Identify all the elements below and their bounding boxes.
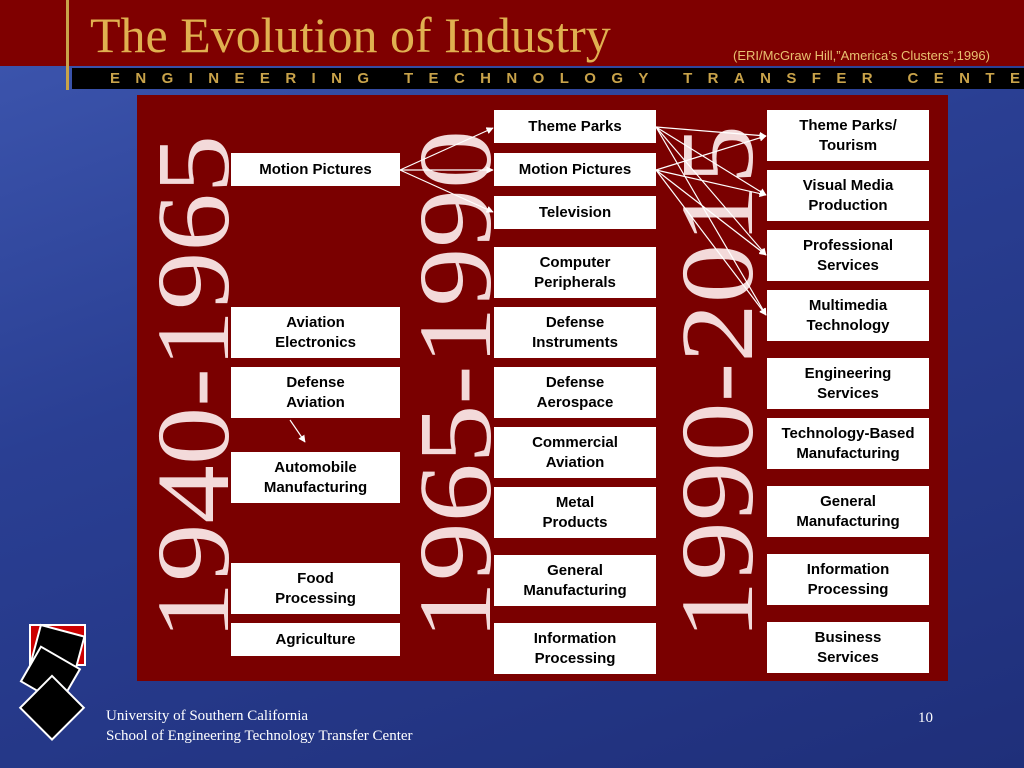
- banner-strip: [72, 68, 1024, 89]
- industry-box: General Manufacturing: [494, 555, 656, 606]
- citation: (ERI/McGraw Hill,”America’s Clusters”,19…: [733, 48, 990, 63]
- industry-box: Theme Parks/ Tourism: [767, 110, 929, 161]
- industry-box: General Manufacturing: [767, 486, 929, 537]
- industry-box: Multimedia Technology: [767, 290, 929, 341]
- footer-line: School of Engineering Technology Transfe…: [106, 728, 413, 744]
- industry-box: Commercial Aviation: [494, 427, 656, 478]
- industry-box: Business Services: [767, 622, 929, 673]
- industry-box: Automobile Manufacturing: [231, 452, 400, 503]
- industry-box: Agriculture: [231, 623, 400, 656]
- industry-box: Engineering Services: [767, 358, 929, 409]
- industry-box: Defense Aviation: [231, 367, 400, 418]
- industry-box: Professional Services: [767, 230, 929, 281]
- industry-box: Metal Products: [494, 487, 656, 538]
- logo: [18, 623, 86, 741]
- era-label: 1990-2015: [660, 125, 775, 640]
- industry-box: Information Processing: [767, 554, 929, 605]
- banner: ENGINEERING TECHNOLOGY TRANSFER CENTER: [110, 70, 1024, 87]
- title-strip: [0, 0, 1024, 66]
- industry-box: Computer Peripherals: [494, 247, 656, 298]
- industry-box: Theme Parks: [494, 110, 656, 143]
- industry-box: Technology-Based Manufacturing: [767, 418, 929, 469]
- rule: [66, 0, 69, 90]
- footer-line: University of Southern California: [106, 708, 309, 724]
- industry-box: Defense Aerospace: [494, 367, 656, 418]
- industry-box: Defense Instruments: [494, 307, 656, 358]
- industry-box: Television: [494, 196, 656, 229]
- page-number: 10: [918, 710, 933, 726]
- era-label: 1965-1990: [398, 130, 513, 640]
- title: The Evolution of Industry: [90, 7, 611, 63]
- industry-box: Food Processing: [231, 563, 400, 614]
- industry-box: Aviation Electronics: [231, 307, 400, 358]
- industry-box: Information Processing: [494, 623, 656, 674]
- industry-box: Motion Pictures: [494, 153, 656, 186]
- industry-box: Visual Media Production: [767, 170, 929, 221]
- industry-box: Motion Pictures: [231, 153, 400, 186]
- arrows: [289, 126, 767, 443]
